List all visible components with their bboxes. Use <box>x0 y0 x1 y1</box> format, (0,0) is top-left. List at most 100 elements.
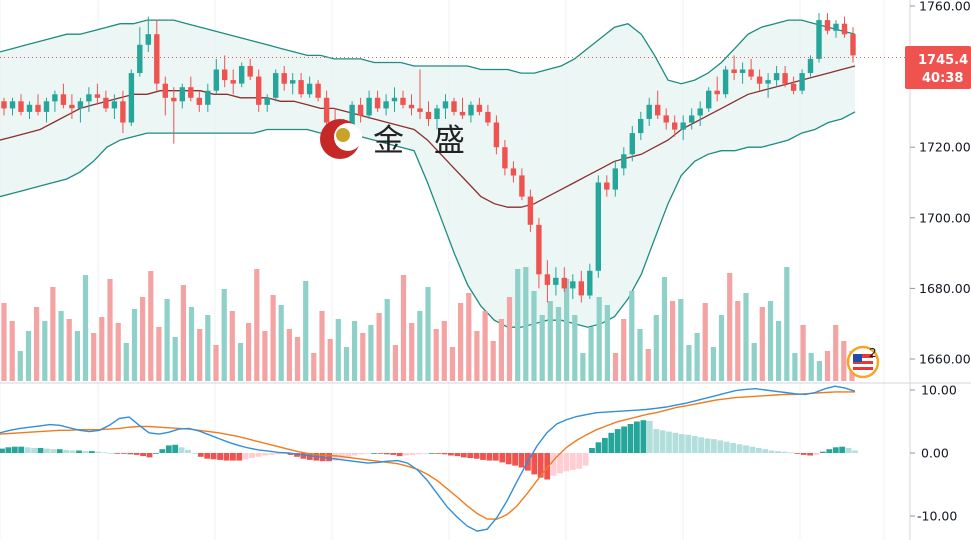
candle <box>188 76 194 102</box>
macd-histogram-bar <box>775 451 781 453</box>
candle-body <box>290 80 296 84</box>
candle <box>485 104 491 126</box>
candle <box>196 90 202 112</box>
macd-histogram-bar <box>101 452 108 454</box>
candle <box>638 111 644 141</box>
candle <box>120 90 126 134</box>
candle <box>281 66 287 91</box>
volume-bar <box>229 311 235 381</box>
macd-histogram-bar <box>832 447 839 453</box>
candle <box>230 69 236 95</box>
candle-body <box>604 182 610 190</box>
macd-histogram-bar <box>646 420 653 453</box>
macd-histogram-bar <box>621 426 627 453</box>
volume-bar <box>678 299 684 381</box>
macd-histogram-bar <box>473 453 480 459</box>
macd-tick-label: 10.00 <box>921 383 957 398</box>
candle-body <box>824 20 831 31</box>
macd-histogram-bar <box>255 453 262 457</box>
candle <box>298 73 304 98</box>
candle-body <box>52 94 58 102</box>
candle <box>841 16 848 38</box>
macd-histogram-bar <box>50 449 57 453</box>
macd-histogram-bar <box>788 452 794 454</box>
candle <box>714 76 720 102</box>
candle-body <box>298 80 304 95</box>
candle <box>816 13 822 63</box>
candle <box>77 97 84 123</box>
volume-bar <box>237 343 244 381</box>
candle <box>561 267 567 292</box>
candle-body <box>722 69 729 95</box>
volume-bar <box>66 319 72 381</box>
macd-histogram-bar <box>813 453 820 455</box>
volume-bar <box>833 325 839 381</box>
candle-body <box>391 97 398 102</box>
volume-bar <box>91 333 97 381</box>
economic-event-marker[interactable]: 2 <box>846 345 880 379</box>
volume-bar <box>604 305 610 381</box>
volume-bar <box>694 333 700 381</box>
candle-body <box>595 182 601 271</box>
volume-bar <box>661 277 668 381</box>
candle-body <box>94 94 101 98</box>
candle <box>383 94 389 116</box>
macd-line <box>0 385 856 532</box>
macd-histogram-bar <box>537 453 544 478</box>
candle-body <box>748 69 754 77</box>
volume-bar <box>99 317 105 381</box>
volume-bar <box>164 299 170 381</box>
candle-body <box>807 58 814 73</box>
macd-histogram-bar <box>595 442 602 453</box>
candle <box>154 20 160 91</box>
candle <box>103 90 109 112</box>
macd-histogram-bar <box>210 453 217 460</box>
candle <box>510 161 517 183</box>
macd-histogram-bar <box>24 447 31 453</box>
volume-bar <box>580 353 586 381</box>
candle-body <box>587 270 593 296</box>
macd-histogram-bar <box>518 453 525 468</box>
candle <box>35 94 41 116</box>
macd-histogram-bar <box>351 453 358 456</box>
macd-histogram-bar <box>76 450 82 453</box>
volume-bar <box>466 293 472 381</box>
candle-body <box>485 111 491 123</box>
candle-body <box>349 104 355 133</box>
volume-bar <box>409 323 415 381</box>
candle <box>799 69 805 95</box>
macd-histogram-bar <box>800 453 807 455</box>
volume-bar <box>759 307 765 381</box>
candle-body <box>264 97 270 105</box>
macd-histogram-bar <box>627 424 634 453</box>
candle <box>476 97 483 116</box>
macd-histogram-bar <box>852 450 858 453</box>
macd-histogram-bar <box>236 453 243 461</box>
volume-bar <box>564 279 570 381</box>
candle <box>773 66 780 88</box>
macd-histogram-bar <box>390 453 397 455</box>
volume-bar <box>58 311 64 381</box>
macd-histogram-bar <box>69 450 76 453</box>
volume-bar <box>42 321 48 381</box>
volume-bar <box>433 329 439 381</box>
macd-histogram-bar <box>640 420 647 453</box>
volume-bar <box>612 353 619 381</box>
volume-bar <box>140 297 146 381</box>
candle <box>655 90 661 119</box>
volume-bar <box>686 345 692 381</box>
candle <box>544 260 551 303</box>
volume-bar <box>751 343 757 381</box>
volume-bar <box>9 321 15 381</box>
candle-body <box>451 101 457 112</box>
macd-histogram-bar <box>672 432 679 453</box>
bollinger-lower <box>0 111 856 328</box>
volume-bar <box>506 297 513 381</box>
candle <box>468 101 474 123</box>
macd-histogram-bar <box>11 446 18 453</box>
volume-bar <box>25 331 32 381</box>
volume-bar <box>303 281 309 381</box>
candle <box>451 97 457 116</box>
volume-bar <box>286 329 292 381</box>
